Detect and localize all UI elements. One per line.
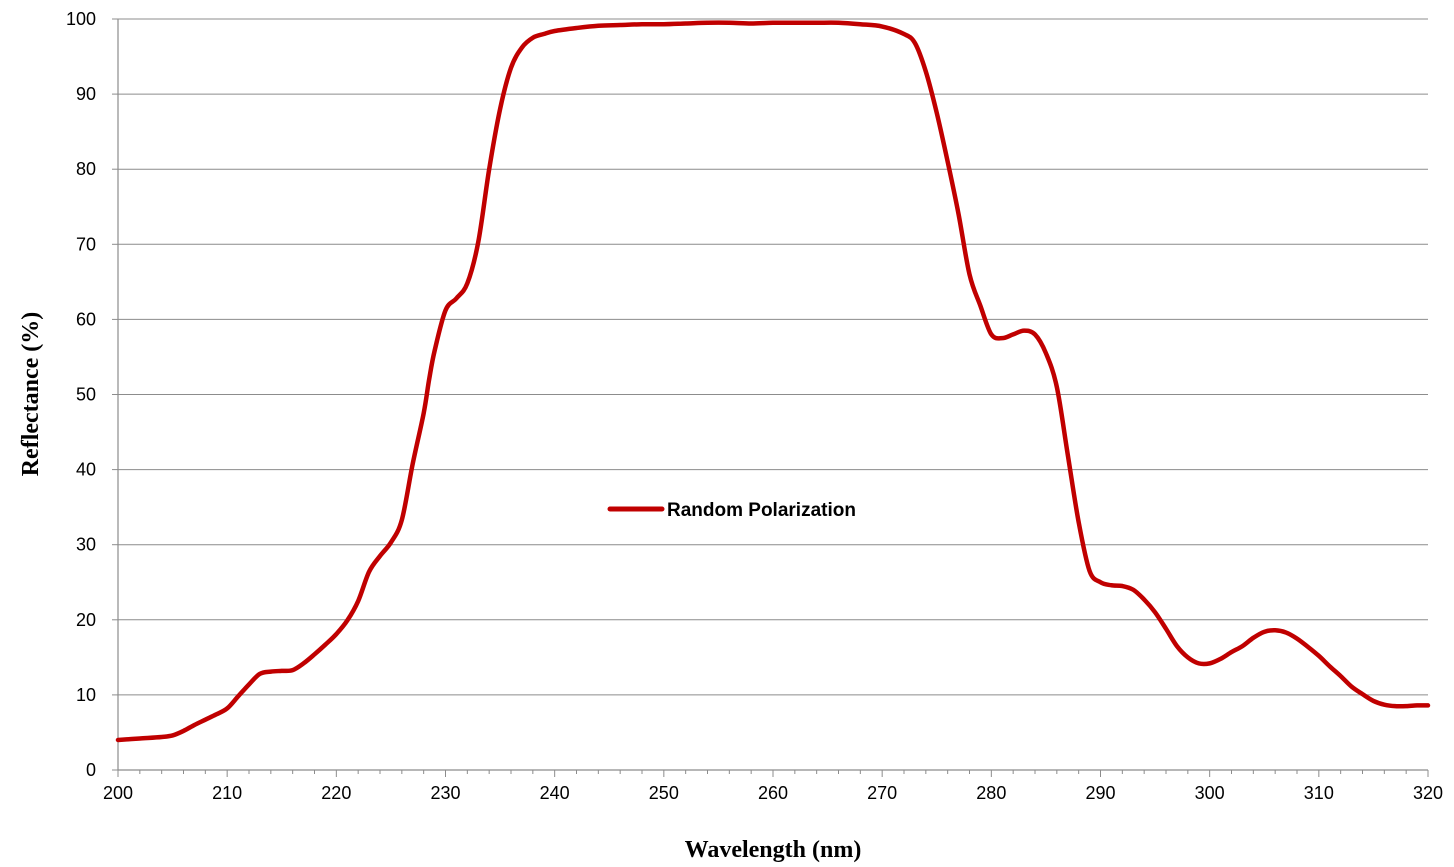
y-axis-title: Reflectance (%) [18, 312, 44, 477]
y-tick-label: 70 [76, 234, 96, 254]
series-line-random-polarization [115, 20, 1431, 743]
x-tick-label: 210 [212, 783, 242, 803]
x-tick-label: 200 [103, 783, 133, 803]
x-tick-label: 240 [540, 783, 570, 803]
legend: Random Polarization [607, 500, 856, 521]
x-tick-label: 270 [867, 783, 897, 803]
y-tick-label: 50 [76, 385, 96, 405]
gridlines [118, 18, 1428, 696]
x-tick-label: 220 [321, 783, 351, 803]
x-tick-labels: 200 210 220 230 240 250 260 270 280 290 300 310 320 [103, 783, 1443, 803]
axes [112, 18, 1429, 777]
x-tick-label: 260 [758, 783, 788, 803]
x-tick-label: 250 [649, 783, 679, 803]
y-tick-label: 80 [76, 159, 96, 179]
y-tick-label: 90 [76, 84, 96, 104]
legend-label-random-polarization: Random Polarization [667, 500, 856, 521]
y-tick-label: 0 [86, 760, 96, 780]
y-tick-label: 100 [66, 9, 96, 29]
series-lines [115, 20, 1431, 743]
x-tick-label: 290 [1085, 783, 1115, 803]
x-tick-label: 300 [1195, 783, 1225, 803]
x-tick-label: 280 [976, 783, 1006, 803]
y-tick-label: 20 [76, 610, 96, 630]
x-tick-label: 310 [1304, 783, 1334, 803]
x-tick-label: 320 [1413, 783, 1443, 803]
y-tick-label: 40 [76, 460, 96, 480]
y-tick-labels: 0 10 20 30 40 50 60 70 80 90 100 [66, 9, 96, 780]
y-tick-label: 10 [76, 685, 96, 705]
y-tick-label: 30 [76, 535, 96, 555]
y-tick-label: 60 [76, 309, 96, 329]
x-axis-title: Wavelength (nm) [685, 837, 862, 863]
x-tick-label: 230 [430, 783, 460, 803]
